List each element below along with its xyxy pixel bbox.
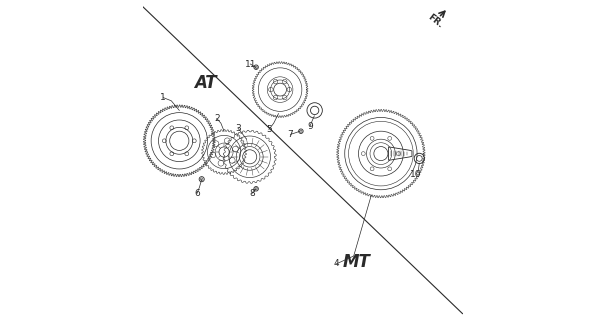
Text: 9: 9 bbox=[307, 122, 313, 131]
Circle shape bbox=[199, 177, 204, 182]
Circle shape bbox=[202, 130, 246, 174]
Text: 6: 6 bbox=[194, 189, 200, 198]
Text: 11: 11 bbox=[244, 60, 256, 68]
Text: 2: 2 bbox=[214, 114, 220, 123]
Text: 1: 1 bbox=[160, 93, 166, 102]
Text: 8: 8 bbox=[249, 189, 255, 198]
Circle shape bbox=[336, 109, 425, 198]
Text: FR.: FR. bbox=[426, 12, 445, 29]
Text: 5: 5 bbox=[266, 125, 272, 134]
Circle shape bbox=[223, 130, 276, 183]
Circle shape bbox=[252, 62, 308, 117]
Text: 4: 4 bbox=[333, 260, 339, 268]
Circle shape bbox=[143, 105, 215, 177]
Circle shape bbox=[299, 129, 303, 133]
Circle shape bbox=[254, 187, 258, 191]
Text: 10: 10 bbox=[410, 170, 422, 179]
Text: 3: 3 bbox=[235, 124, 241, 132]
Circle shape bbox=[254, 65, 258, 69]
Text: 7: 7 bbox=[287, 130, 293, 139]
Text: AT: AT bbox=[194, 74, 216, 92]
Circle shape bbox=[306, 102, 323, 119]
Circle shape bbox=[413, 152, 425, 164]
Text: MT: MT bbox=[343, 253, 371, 271]
